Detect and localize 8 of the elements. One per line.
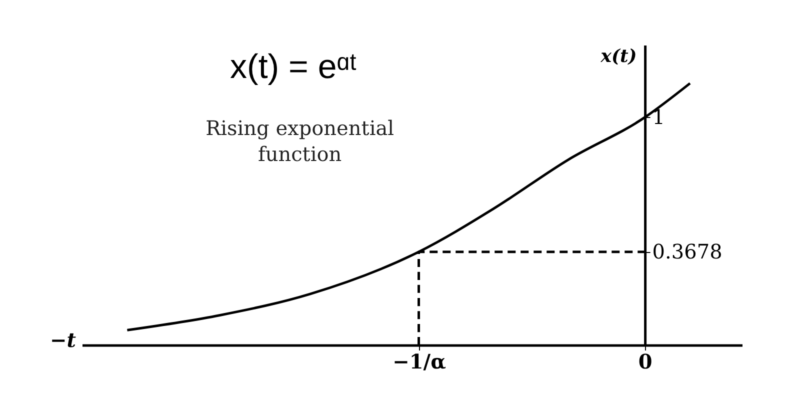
- annotation: Rising exponential function: [206, 116, 394, 166]
- y-axis-title: x(t): [600, 46, 637, 67]
- y-tick-label: 1: [652, 104, 666, 129]
- chart-title: x(t) = eᵅᵗ: [230, 48, 358, 86]
- x-tick-label: −1/α: [392, 350, 446, 374]
- y-tick-label: 0.3678: [652, 239, 722, 264]
- x-axis-title: −t: [50, 328, 77, 352]
- x-tick-label: 0: [638, 350, 652, 374]
